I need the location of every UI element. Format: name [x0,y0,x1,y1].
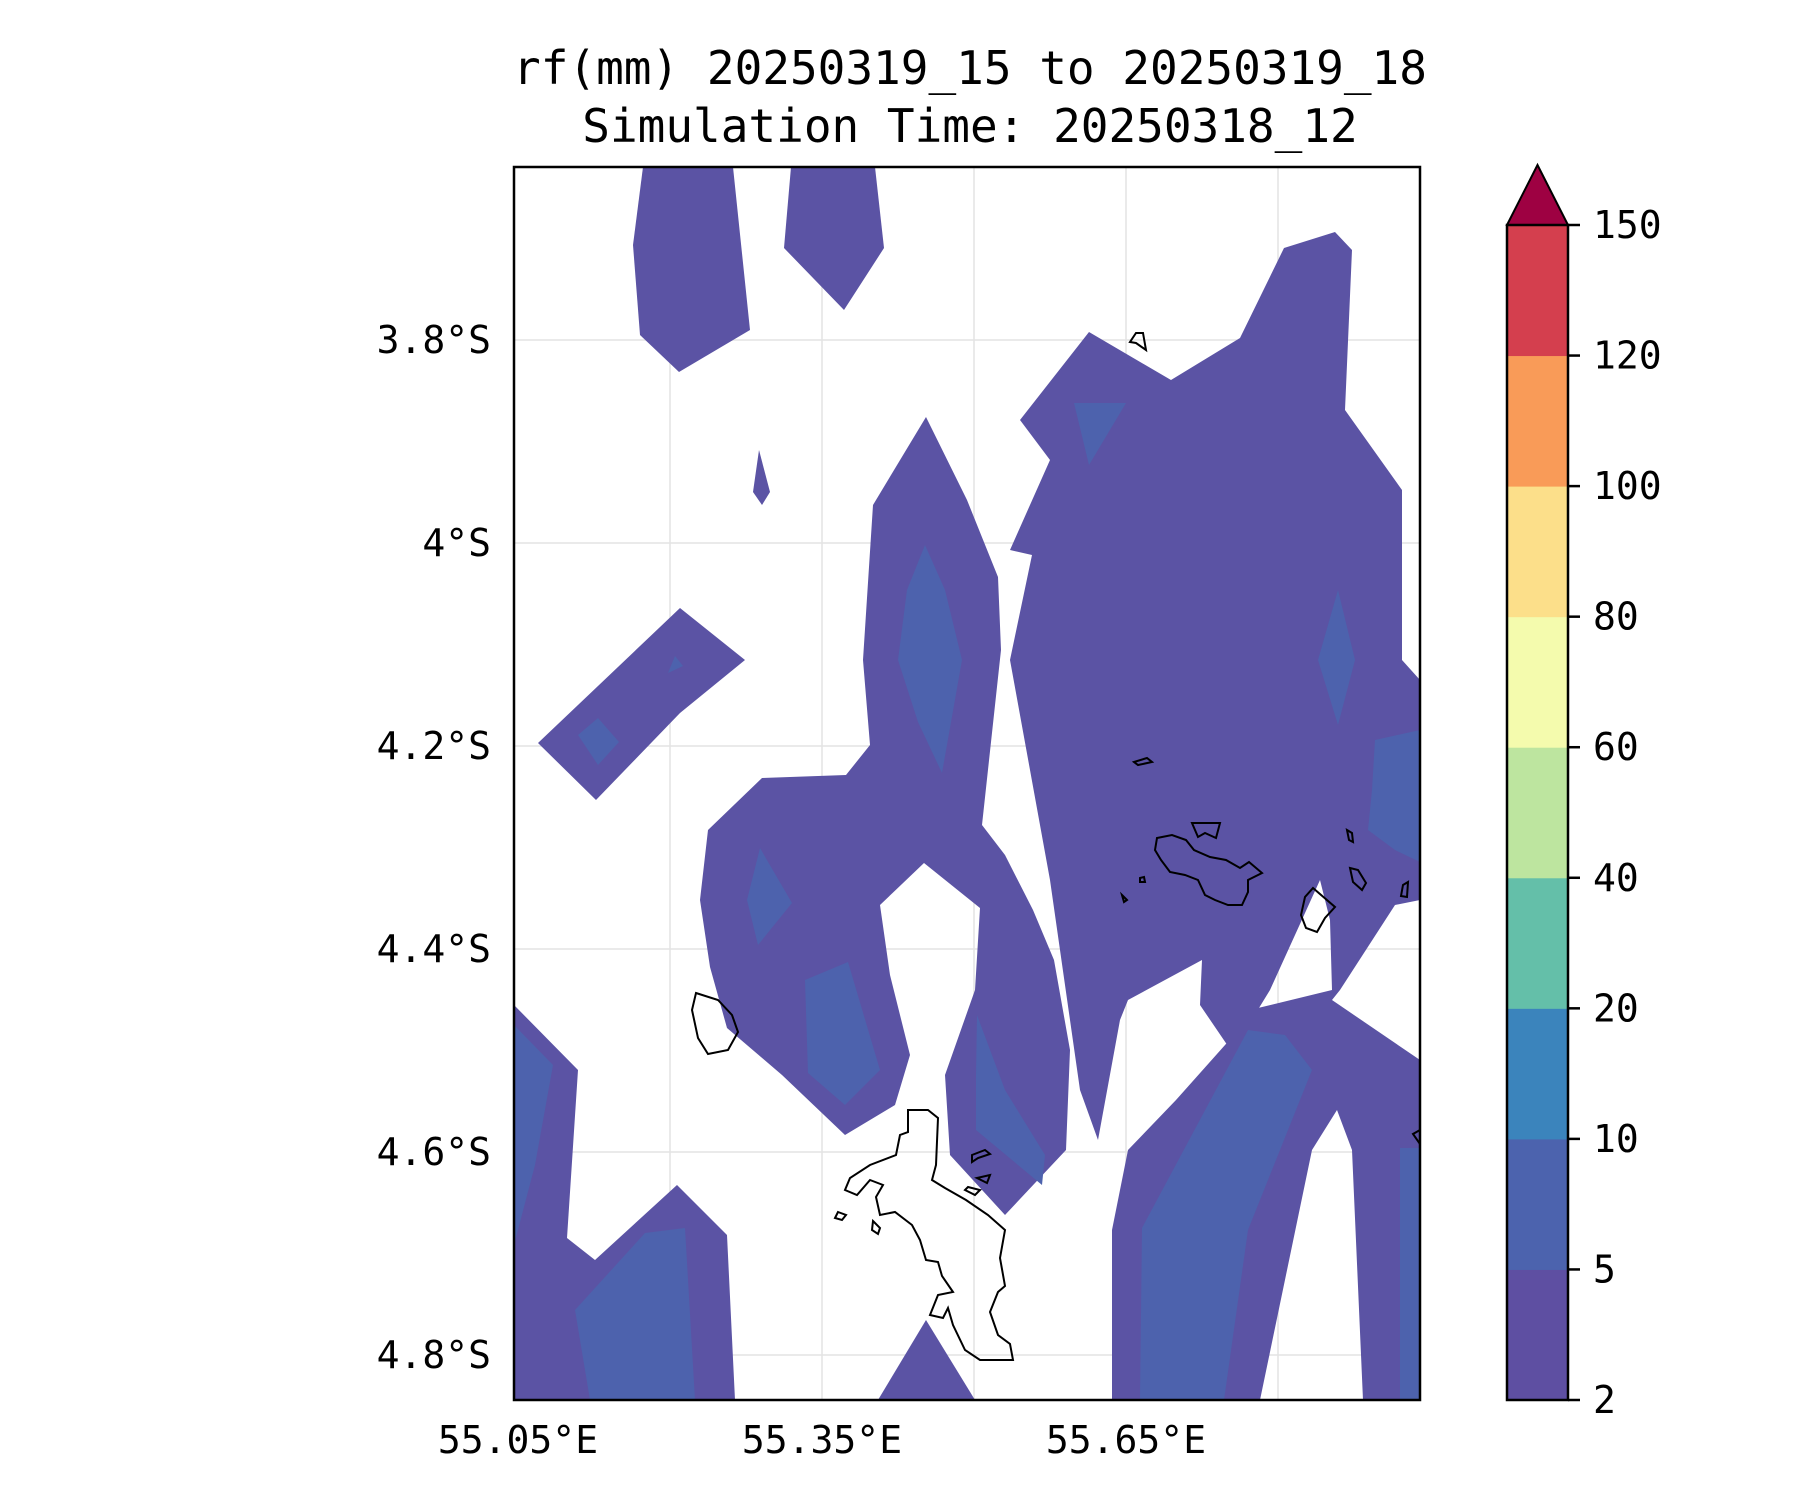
colorbar-extend-triangle [1505,162,1570,226]
rainfall-2-5mm-fill [514,167,1420,1400]
colorbar-tick-label: 5 [1593,1247,1616,1291]
lat-tick-label: 4.8°S [377,1333,491,1377]
lon-tick-label: 55.65°E [1046,1418,1206,1462]
colorbar-tick-label: 2 [1593,1378,1616,1422]
map-title: rf(mm) 20250319_15 to 20250319_18 [513,41,1427,95]
praslin-island-outline [1153,833,1264,906]
colorbar-tick-label: 80 [1593,595,1639,639]
colorbar-tick-label: 20 [1593,986,1639,1030]
colorbar-tick-label: 150 [1593,203,1662,247]
colorbar-segment [1507,1269,1568,1401]
colorbar-segment [1507,877,1568,1009]
moyenne-island-outline [963,1185,982,1197]
cousin-island-outline [1139,875,1147,883]
colorbar-segment [1507,225,1568,357]
lat-tick-label: 4.4°S [377,927,491,971]
longitude-tick-labels: 55.05°E 55.35°E 55.65°E [438,1418,1206,1462]
colorbar-tick-label: 60 [1593,725,1639,769]
fregate-island-outline [1411,1129,1421,1145]
lat-tick-label: 4.6°S [377,1130,491,1174]
map-frame [512,165,1422,1402]
latitude-tick-labels: 3.8°S 4°S 4.2°S 4.4°S 4.6°S 4.8°S [377,318,491,1377]
denis-island-outline [1128,332,1148,353]
colorbar-segment [1507,1138,1568,1270]
therese-island-outline [833,1210,848,1222]
silhouette-island-outline [690,991,740,1056]
lat-tick-label: 3.8°S [377,318,491,362]
colorbar-segment [1507,355,1568,487]
la-digue-island-outline [1299,886,1337,934]
colorbar-segment [1507,616,1568,748]
cerf-island-outline [974,1173,992,1185]
colorbar-tick-label: 40 [1593,856,1639,900]
lon-tick-label: 55.05°E [438,1418,598,1462]
lon-tick-label: 55.35°E [742,1418,902,1462]
curieuse-island-outline [1190,822,1222,840]
lat-tick-label: 4°S [422,521,491,565]
cousine-island-outline [1119,891,1129,904]
colorbar-segment [1507,486,1568,618]
map-subtitle: Simulation Time: 20250318_12 [582,99,1358,153]
marianne-island-outline [1399,880,1410,899]
rainfall-5-10mm-fill [514,403,1420,1400]
colorbar-tick-label: 120 [1593,334,1662,378]
conception-island-outline [870,1218,882,1236]
colorbar-segment [1507,747,1568,879]
coastlines [690,332,1421,1361]
rainfall-contours [514,167,1420,1400]
lat-tick-label: 4.2°S [377,724,491,768]
colorbar-outline [1505,223,1570,1402]
aride-island-outline [1131,756,1155,767]
colorbar-tick-label: 100 [1593,464,1662,508]
colorbar-segment [1507,1008,1568,1140]
colorbar-tick-label: 10 [1593,1117,1639,1161]
ste-anne-island-outline [971,1148,993,1164]
lilot-island-outline [1345,827,1355,844]
colorbar: 2 5 10 20 40 60 80 100 120 150 [1505,162,1662,1422]
felicite-island-outline [1348,866,1368,892]
mahe-island-outline [843,1109,1015,1361]
